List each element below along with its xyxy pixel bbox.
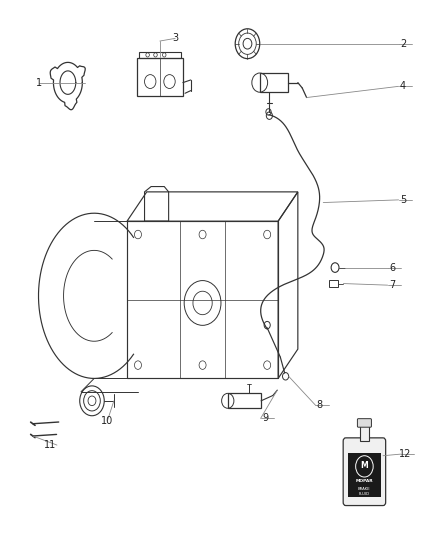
Text: 9: 9 (262, 414, 268, 423)
Text: 3: 3 (172, 34, 178, 43)
FancyBboxPatch shape (343, 438, 385, 505)
Text: 1: 1 (36, 78, 42, 87)
Text: 11: 11 (44, 440, 57, 450)
Bar (329, 280, 338, 287)
Bar (348, 453, 381, 497)
Text: 5: 5 (400, 195, 406, 205)
Bar (228, 393, 261, 408)
Bar (360, 426, 369, 441)
Bar (260, 73, 288, 92)
Bar (127, 221, 278, 378)
Text: 7: 7 (389, 280, 395, 290)
Text: FLUID: FLUID (359, 492, 370, 496)
Text: 8: 8 (317, 400, 323, 410)
Text: 12: 12 (399, 449, 411, 459)
Text: 6: 6 (389, 263, 395, 272)
Text: 2: 2 (400, 39, 406, 49)
Bar (137, 58, 183, 96)
Text: BRAKE: BRAKE (358, 487, 371, 491)
Text: MOPAR: MOPAR (356, 479, 373, 483)
Bar (139, 52, 180, 58)
FancyBboxPatch shape (357, 419, 371, 427)
Text: 10: 10 (101, 416, 113, 426)
Text: M: M (360, 462, 368, 470)
Text: 4: 4 (400, 82, 406, 91)
Circle shape (356, 456, 373, 477)
